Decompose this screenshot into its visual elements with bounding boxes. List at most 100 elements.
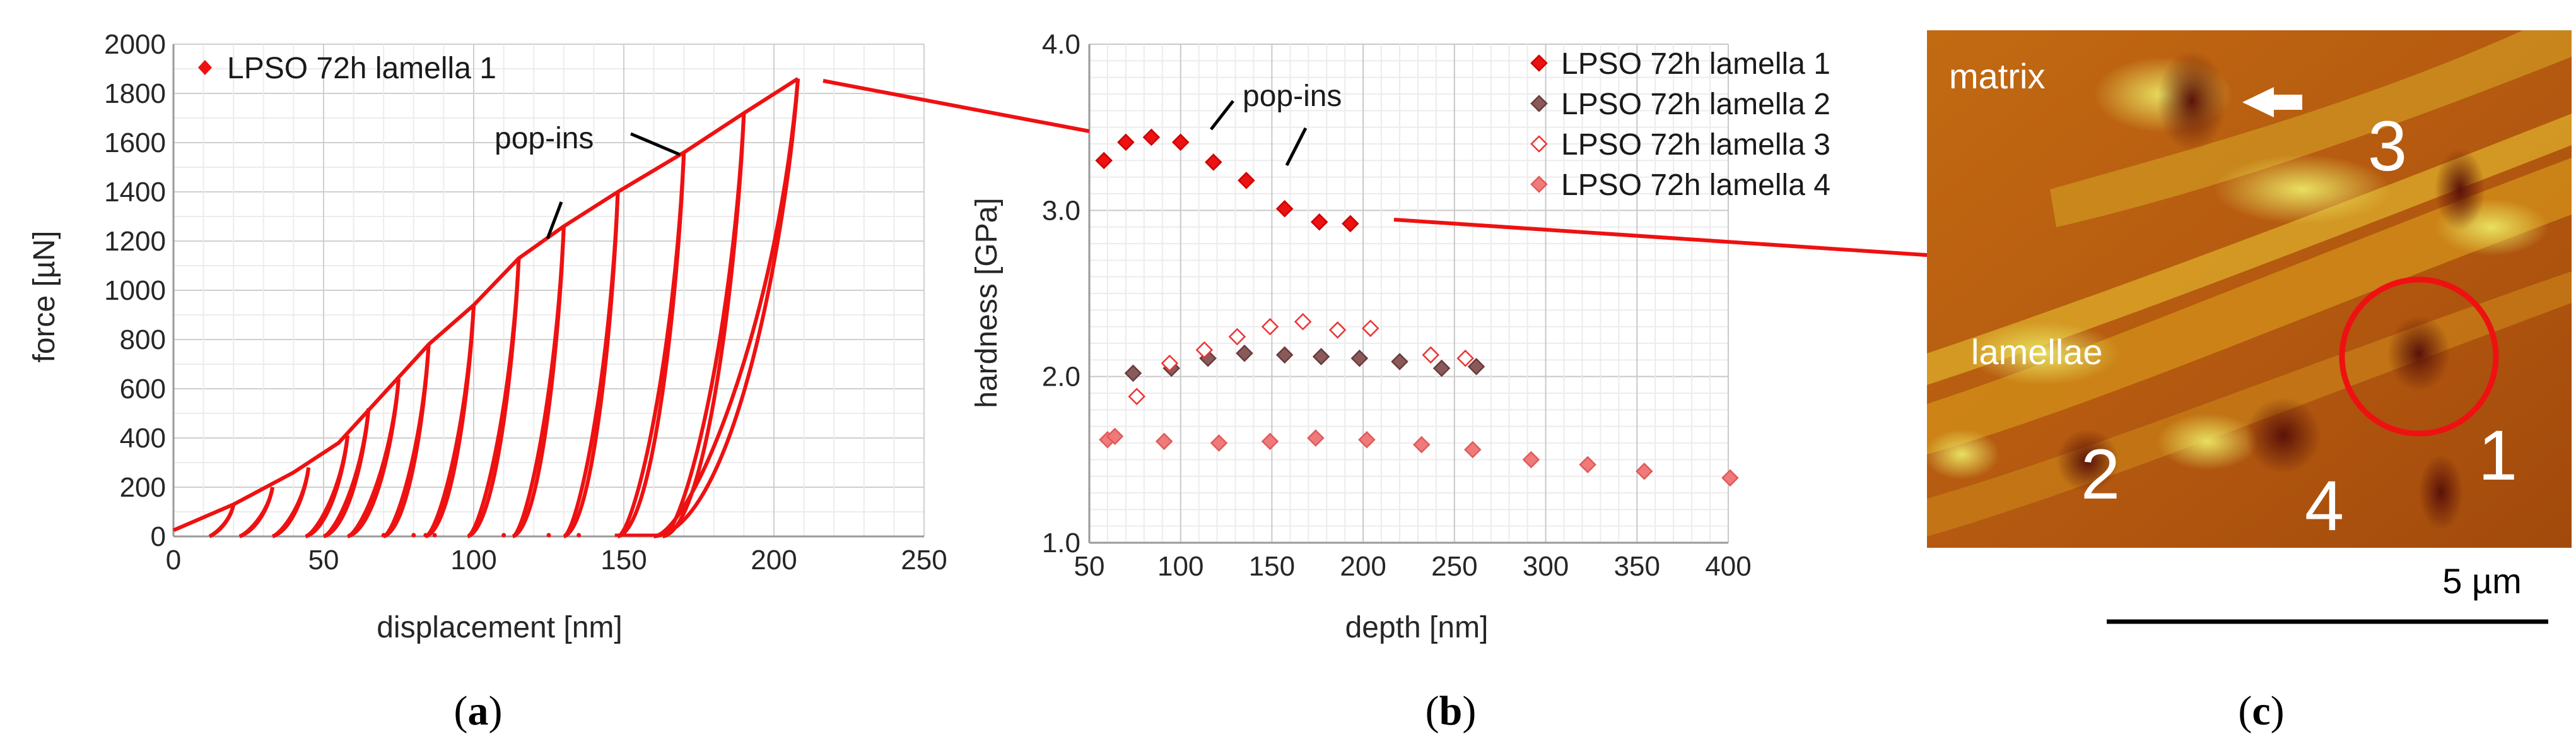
- panel-a-y-tick-label: 400: [120, 423, 166, 454]
- panel-a-curve: [172, 77, 800, 538]
- panel-b-y-tick-label: 1.0: [1042, 528, 1080, 559]
- afm-number-4: 4: [2305, 466, 2344, 545]
- panel-b-point-series-4: [1210, 434, 1228, 452]
- panel-b-point-series-4: [1522, 451, 1540, 469]
- panel-a-reloading-branch: [662, 113, 746, 538]
- panel-a-x-tick-label: 100: [450, 545, 496, 576]
- panel-a-baseline-point: [432, 533, 437, 538]
- panel-a-y-tick-label: 1600: [104, 127, 166, 158]
- panel-b-point-series-4: [1261, 432, 1279, 451]
- panel-a-y-tick-label: 800: [120, 324, 166, 355]
- panel-a-unloading-branch: [512, 226, 566, 538]
- connector-line-a-to-b: [823, 79, 1090, 133]
- panel-a-annotation-pointer-1: [630, 132, 681, 157]
- panel-b-point-series-4: [1106, 427, 1124, 446]
- panel-b-point-series-4: [1358, 430, 1376, 449]
- panel-a-y-tick-label: 1200: [104, 226, 166, 257]
- panel-a-x-tick-label: 150: [600, 545, 647, 576]
- panel-a-y-tick-label: 1400: [104, 177, 166, 208]
- afm-indent-circle: [2339, 276, 2499, 437]
- panel-a-baseline-point: [381, 533, 386, 538]
- panel-a-reloading-branch: [512, 226, 566, 538]
- afm-label-lamellae: lamellae: [1971, 332, 2103, 372]
- panel-b-point-series-3: [1195, 341, 1214, 359]
- panel-b-point-series-3: [1228, 328, 1246, 346]
- panel-b-point-series-1: [1342, 215, 1359, 233]
- panel-b-point-series-4: [1155, 432, 1173, 451]
- panel-a-x-tick-label: 200: [751, 545, 797, 576]
- panel-b-legend-marker: [1530, 95, 1548, 112]
- panel-b-point-series-2: [1432, 359, 1451, 377]
- afm-number-2: 2: [2081, 435, 2120, 514]
- panel-a-y-tick-label: 0: [151, 521, 166, 552]
- panel-b-x-tick-label: 50: [1074, 551, 1105, 582]
- panel-a-annotation-pointer-2: [546, 201, 563, 239]
- panel-a-force-displacement: 0 50 100 150 200 250 0 200 400 600 800 1000 1200 1400…: [28, 29, 947, 734]
- panel-b-point-series-2: [1236, 345, 1253, 362]
- panel-a-baseline-point: [546, 533, 551, 538]
- panel-b-point-series-3: [1294, 312, 1312, 331]
- panel-b-y-tick-label: 2.0: [1042, 362, 1080, 393]
- panel-b-label: (b): [1426, 688, 1477, 734]
- panel-a-x-tick-label: 50: [308, 545, 339, 576]
- panel-a-reloading-branch: [271, 467, 311, 538]
- panel-b-x-label: depth [nm]: [1345, 611, 1489, 644]
- panel-b-x-tick-label: 300: [1523, 551, 1569, 582]
- panel-b-y-tick-label: 3.0: [1042, 195, 1080, 226]
- panel-b-point-series-1: [1117, 133, 1135, 151]
- panel-b-point-series-3: [1328, 321, 1347, 339]
- panel-b-legend: LPSO 72h lamella 1 LPSO 72h lamella 2 LPSO…: [1530, 47, 1830, 202]
- panel-b-point-series-1: [1275, 199, 1294, 218]
- panel-b-axes: [1088, 44, 1728, 544]
- panel-a-reloading-branch: [305, 435, 350, 538]
- panel-b-point-series-4: [1307, 429, 1325, 447]
- panel-a-tick-labels: 0 50 100 150 200 250 0 200 400 600 800 1000 1200 1400…: [104, 29, 947, 576]
- panel-b-point-series-1: [1171, 133, 1190, 151]
- panel-b-point-series-2: [1350, 349, 1369, 367]
- panel-a-reloading-branch: [347, 379, 401, 538]
- panel-b-point-series-3: [1261, 317, 1279, 336]
- afm-number-3: 3: [2368, 107, 2407, 186]
- panel-b-point-series-2: [1124, 364, 1142, 382]
- panel-c-afm-image: matrix lamellae 3 2 4 1 5 µm (c): [1927, 30, 2572, 734]
- panel-a-y-tick-label: 1800: [104, 78, 166, 109]
- afm-number-1: 1: [2478, 416, 2517, 495]
- panel-b-point-series-2: [1467, 358, 1485, 376]
- panel-a-reloading-branch: [322, 408, 371, 538]
- panel-a-legend-label: LPSO 72h lamella 1: [227, 52, 496, 85]
- panel-a-baseline-point: [423, 533, 428, 538]
- panel-b-point-series-3: [1456, 349, 1474, 367]
- panel-a-x-tick-label: 250: [901, 545, 947, 576]
- panel-b-point-series-1: [1142, 128, 1161, 146]
- panel-b-x-tick-label: 250: [1431, 551, 1477, 582]
- panel-a-baseline-point: [411, 533, 416, 538]
- panel-b-x-tick-label: 100: [1157, 551, 1203, 582]
- panel-a-y-tick-label: 2000: [104, 29, 166, 60]
- panel-a-y-label: force [µN]: [28, 230, 61, 362]
- panel-a-reloading-branch: [382, 344, 431, 538]
- panel-b-legend-label: LPSO 72h lamella 1: [1561, 47, 1830, 81]
- panel-a-annotation: pop-ins: [495, 122, 594, 155]
- panel-b-point-series-3: [1422, 346, 1439, 364]
- panel-a-reloading-branch: [653, 78, 800, 538]
- panel-b-x-tick-label: 350: [1614, 551, 1660, 582]
- panel-b-legend-marker: [1530, 54, 1548, 72]
- panel-a-x-tick-label: 0: [166, 545, 181, 576]
- panel-a-label: (a): [454, 688, 503, 734]
- panel-b-point-series-1: [1310, 213, 1328, 231]
- panel-a-y-tick-label: 1000: [104, 275, 166, 306]
- panel-b-annotation-pointer-2: [1285, 127, 1308, 167]
- panel-a-y-tick-label: 600: [120, 374, 166, 405]
- panel-b-y-tick-label: 4.0: [1042, 29, 1080, 60]
- panel-a-x-label: displacement [nm]: [377, 611, 623, 644]
- panel-b-point-series-1: [1205, 153, 1222, 171]
- panel-b-point-series-1: [1095, 151, 1113, 170]
- panel-b-annotation-pointer-1: [1210, 100, 1234, 131]
- panel-a-legend-marker: [198, 60, 212, 75]
- panel-b-point-series-3: [1361, 319, 1379, 338]
- afm-label-matrix: matrix: [1949, 56, 2045, 96]
- panel-a-unloading-branch: [271, 467, 311, 538]
- panel-b-points: [1095, 128, 1739, 487]
- panel-b-point-series-4: [1579, 456, 1596, 474]
